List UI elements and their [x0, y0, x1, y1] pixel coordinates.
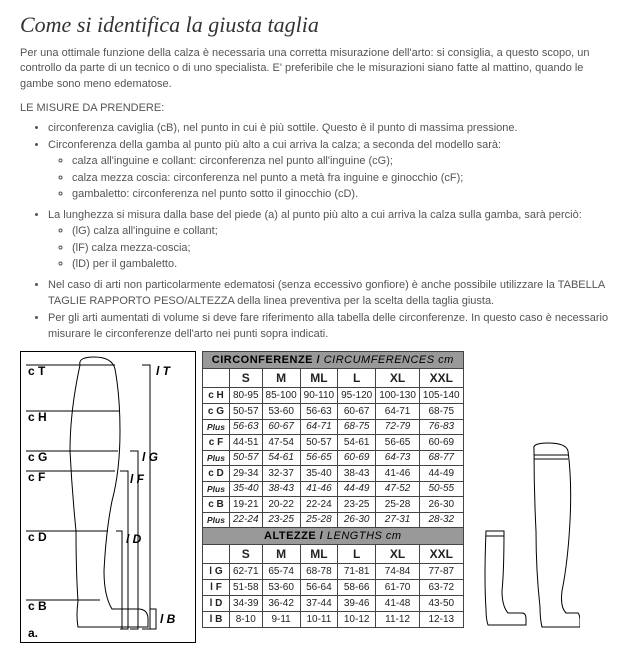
label-cD: c D — [28, 530, 47, 544]
list-item: (lF) calza mezza-coscia; — [72, 240, 615, 257]
leg-measurement-diagram: c T c H c G c F c D c B a. l T l G l F l… — [20, 351, 196, 643]
label-cH: c H — [28, 410, 47, 424]
label-cB: c B — [28, 599, 47, 613]
list-item: calza mezza coscia: circonferenza nel pu… — [72, 170, 615, 187]
list-item: Nel caso di arti non particolarmente ede… — [48, 277, 615, 310]
list-item: gambaletto: circonferenza nel punto sott… — [72, 186, 615, 203]
label-lF: l F — [130, 472, 145, 486]
stocking-silhouettes — [480, 441, 580, 641]
intro-text: Per una ottimale funzione della calza è … — [20, 46, 615, 92]
label-lG: l G — [142, 450, 158, 464]
list-item: La lunghezza si misura dalla base del pi… — [48, 207, 615, 273]
label-lD: l D — [126, 532, 142, 546]
label-lT: l T — [156, 364, 172, 378]
measures-heading: LE MISURE DA PRENDERE: — [20, 102, 615, 114]
size-tables: CIRCONFERENZE / CIRCUMFERENCES cm S M ML… — [202, 351, 464, 628]
list-item: Circonferenza della gamba al punto più a… — [48, 137, 615, 203]
list-item: (lG) calza all'inguine e collant; — [72, 223, 615, 240]
label-cG: c G — [28, 450, 47, 464]
measures-list: circonferenza caviglia (cB), nel punto i… — [48, 120, 615, 343]
label-lB: l B — [160, 612, 176, 626]
label-cT: c T — [28, 364, 46, 378]
list-item: Per gli arti aumentati di volume si deve… — [48, 310, 615, 343]
circumference-table: CIRCONFERENZE / CIRCUMFERENCES cm S M ML… — [202, 351, 464, 628]
page-title: Come si identifica la giusta taglia — [20, 12, 615, 38]
label-cF: c F — [28, 470, 45, 484]
label-a: a. — [28, 626, 38, 640]
list-item: calza all'inguine e collant: circonferen… — [72, 153, 615, 170]
list-item: (lD) per il gambaletto. — [72, 256, 615, 273]
list-item: circonferenza caviglia (cB), nel punto i… — [48, 120, 615, 137]
